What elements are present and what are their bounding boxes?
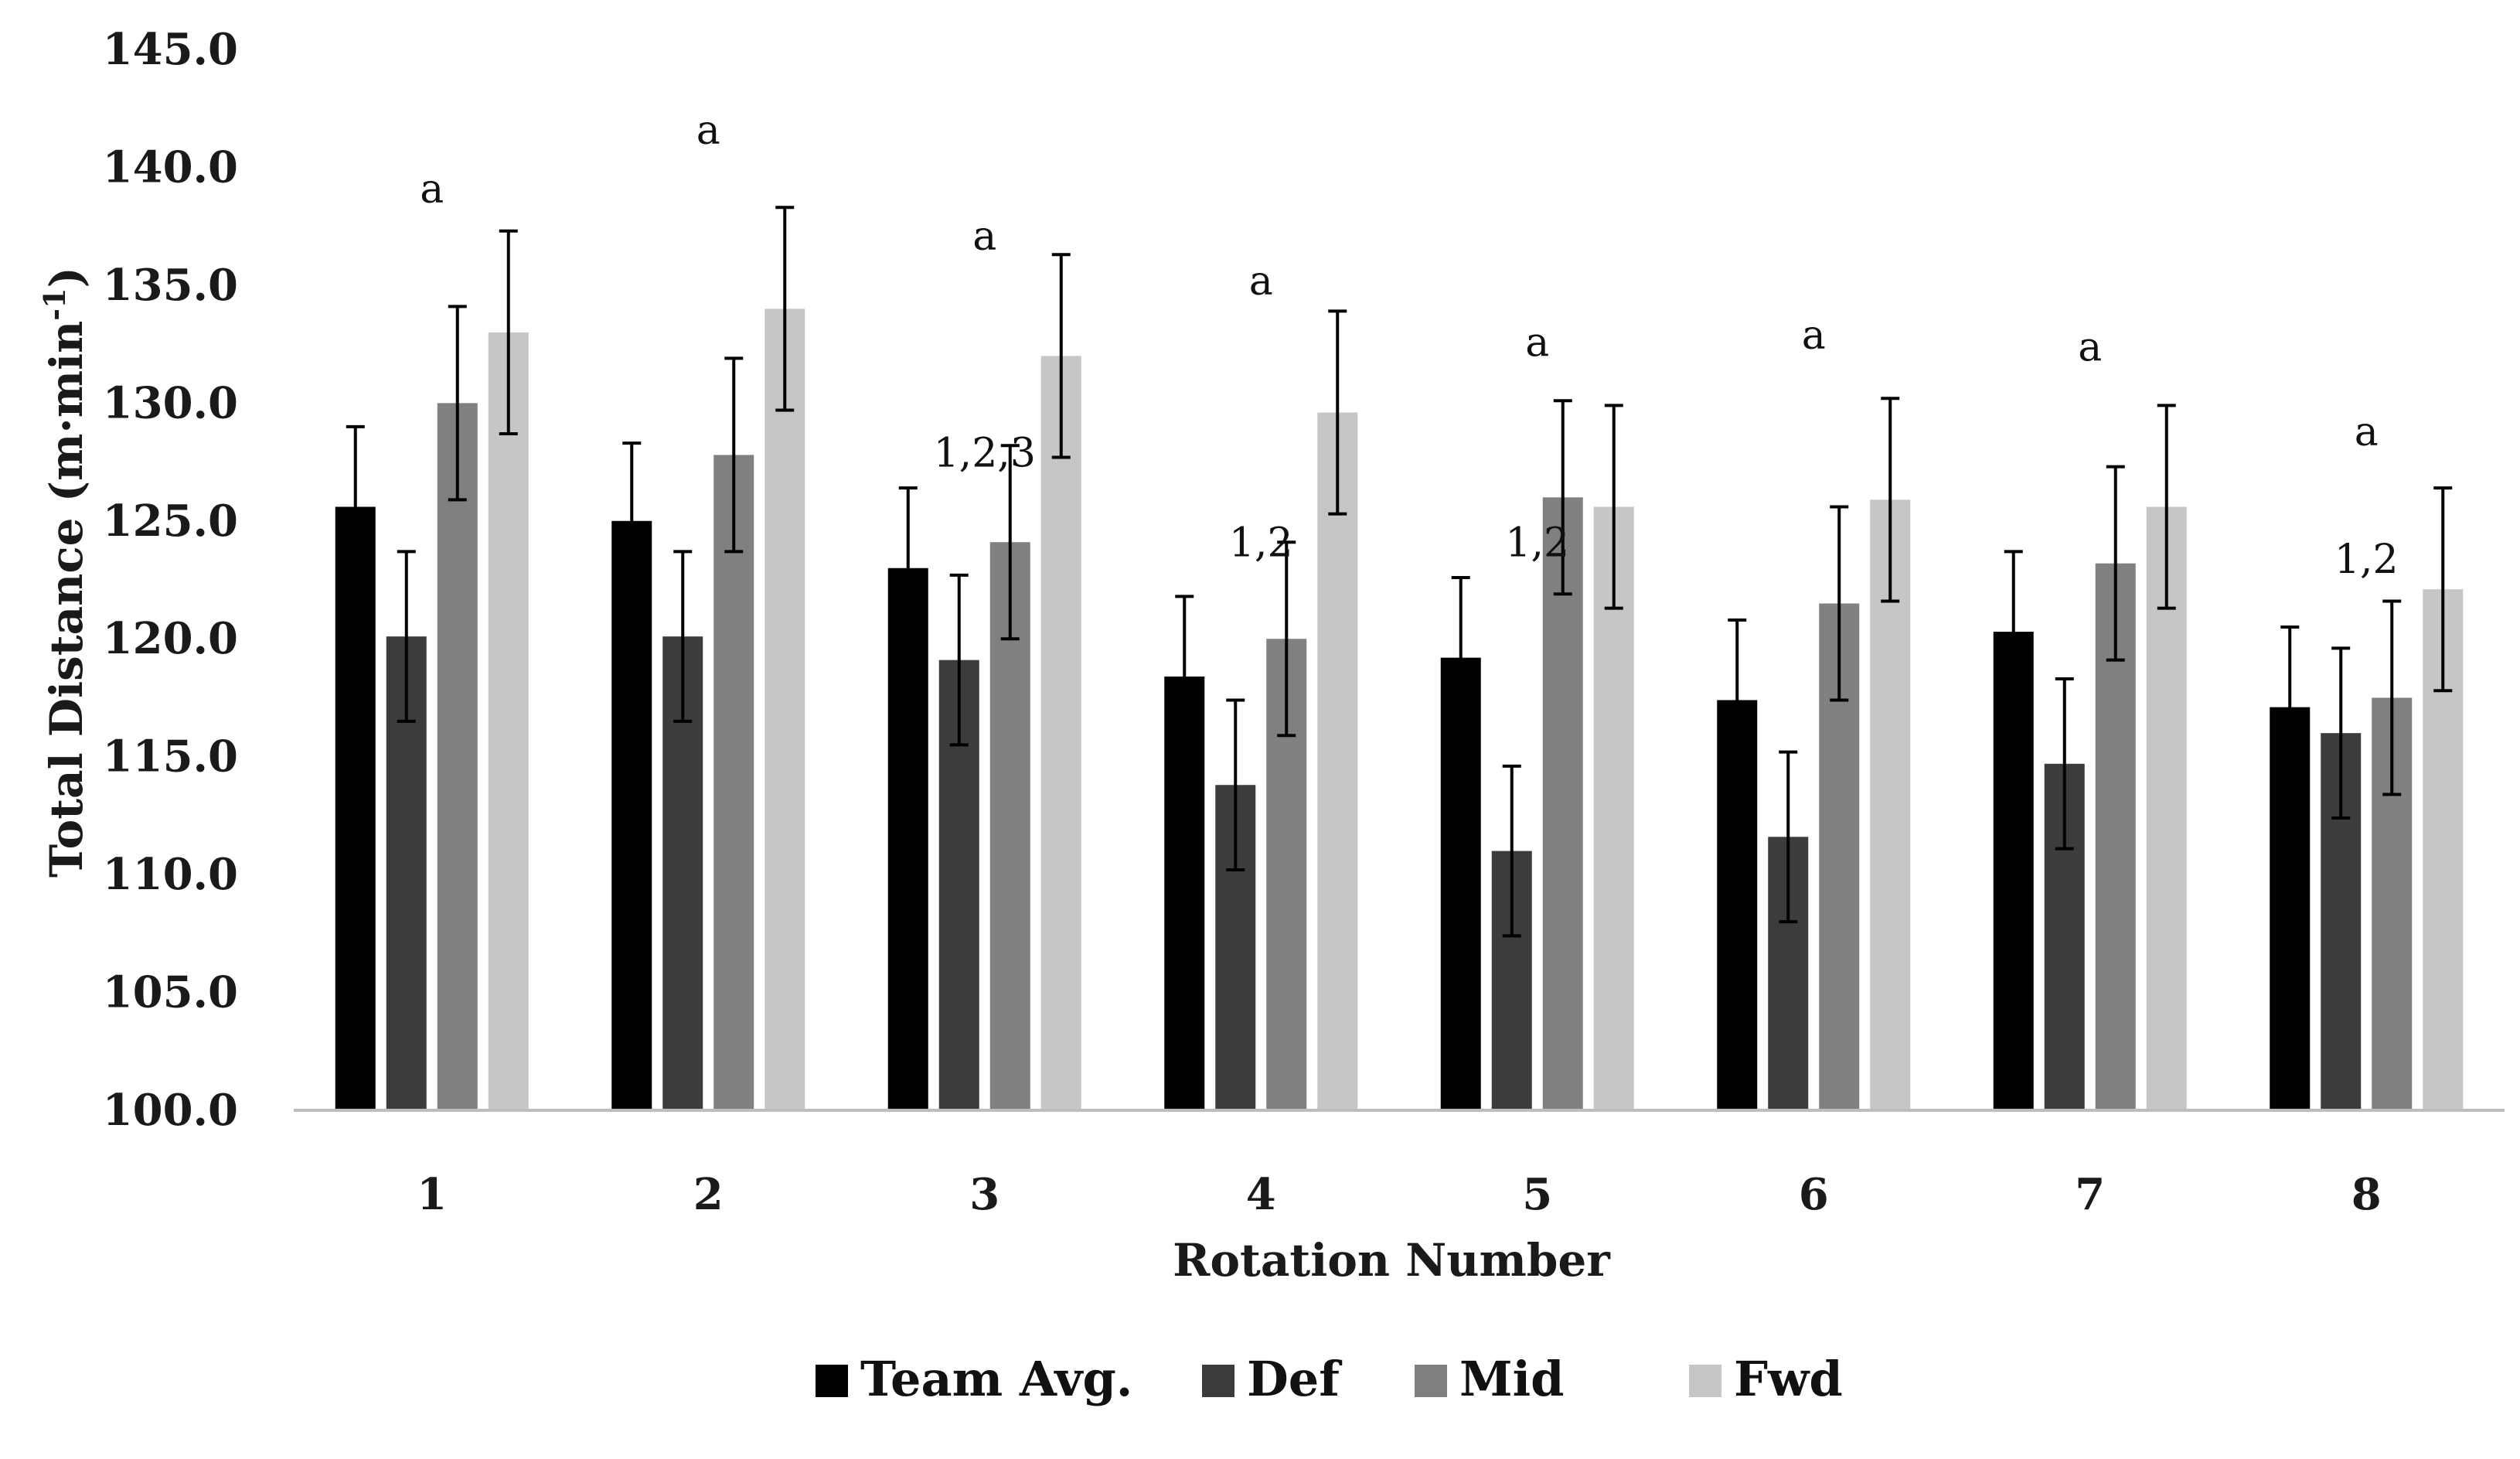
significance-annotation: a <box>1802 312 1826 359</box>
error-bar <box>1502 764 1521 938</box>
x-tick-label: 3 <box>969 1169 999 1220</box>
error-bar <box>2004 550 2023 714</box>
error-bar <box>397 550 416 723</box>
legend-label: Mid <box>1459 1351 1565 1407</box>
significance-annotation: 1,2 <box>2334 537 2399 583</box>
x-tick-label: 5 <box>1522 1169 1552 1220</box>
error-bar <box>2280 625 2300 789</box>
error-bar <box>2106 465 2125 662</box>
bar-team-avg-rotation-3 <box>887 568 928 1110</box>
legend-item: Def <box>1202 1351 1342 1407</box>
significance-annotation: a <box>420 166 444 213</box>
bar-team-avg-rotation-2 <box>611 520 652 1110</box>
error-bar <box>2382 599 2402 796</box>
error-bar <box>1830 505 1849 702</box>
legend-swatch <box>1689 1365 1721 1397</box>
bar-team-avg-rotation-1 <box>335 506 376 1110</box>
error-bar <box>949 573 969 747</box>
bar-mid-rotation-1 <box>437 403 478 1110</box>
y-tick-label: 100.0 <box>103 1085 238 1136</box>
y-axis-title-main: Total Distance (m·min <box>40 321 93 878</box>
error-bar <box>1553 399 1572 596</box>
legend-item: Mid <box>1415 1351 1565 1407</box>
error-bar <box>1881 397 1900 603</box>
significance-annotation: a <box>2078 324 2102 370</box>
significance-annotation: a <box>972 213 996 260</box>
legend-swatch <box>1202 1365 1234 1397</box>
legend: Team Avg. Def Mid Fwd <box>816 1351 1843 1407</box>
error-bar <box>1604 404 1623 610</box>
bars-layer <box>335 309 2464 1110</box>
y-axis-title-close: ) <box>40 267 93 288</box>
error-bar <box>2055 677 2074 851</box>
y-tick-label: 115.0 <box>103 731 238 782</box>
error-bar <box>1277 540 1296 738</box>
error-bar <box>673 550 693 723</box>
bar-mid-rotation-2 <box>713 455 754 1110</box>
legend-swatch <box>816 1365 848 1397</box>
error-bar <box>1728 618 1747 782</box>
error-bar <box>775 206 795 412</box>
bar-fwd-rotation-4 <box>1317 412 1358 1110</box>
bar-fwd-rotation-2 <box>765 309 805 1110</box>
error-bar <box>622 441 642 601</box>
y-tick-labels: 100.0 105.0 110.0 115.0 120.0 125.0 130.0 135.0… <box>103 24 238 1136</box>
bar-fwd-rotation-3 <box>1040 356 1081 1110</box>
error-bar <box>346 424 365 589</box>
significance-annotation: a <box>1249 258 1273 305</box>
error-bar <box>1000 444 1020 641</box>
y-axis-title-superscript: -1 <box>37 288 72 320</box>
significance-annotation: 1,2 <box>1505 520 1569 567</box>
error-bar <box>1328 309 1347 516</box>
legend-label: Team Avg. <box>860 1351 1132 1407</box>
y-tick-label: 145.0 <box>103 24 238 75</box>
y-tick-label: 110.0 <box>103 849 238 900</box>
error-bar <box>898 486 918 650</box>
legend-item: Fwd <box>1689 1351 1843 1407</box>
error-bar <box>2157 404 2176 610</box>
y-tick-label: 135.0 <box>103 260 238 311</box>
legend-swatch <box>1415 1365 1447 1397</box>
error-bar <box>499 229 518 435</box>
error-bar <box>1051 253 1071 459</box>
bar-fwd-rotation-1 <box>488 332 529 1110</box>
error-bar <box>448 305 467 502</box>
x-tick-label: 8 <box>2351 1169 2382 1220</box>
x-tick-label: 2 <box>693 1169 724 1220</box>
y-tick-label: 140.0 <box>103 141 238 193</box>
y-axis-title: Total Distance (m·min-1) <box>37 267 94 878</box>
x-tick-label: 4 <box>1246 1169 1276 1220</box>
error-bar <box>2331 646 2351 820</box>
y-tick-label: 130.0 <box>103 377 238 428</box>
x-tick-label: 7 <box>2075 1169 2105 1220</box>
error-bar <box>724 356 744 554</box>
legend-label: Fwd <box>1734 1351 1843 1407</box>
error-bar <box>1451 575 1470 740</box>
y-tick-label: 105.0 <box>103 967 238 1018</box>
significance-annotations: a a a 1,2,3 a 1,2 a 1,2 a a a 1,2 <box>420 107 2398 583</box>
error-bar <box>2433 486 2453 693</box>
legend-item: Team Avg. <box>816 1351 1132 1407</box>
x-axis-title: Rotation Number <box>1173 1234 1611 1287</box>
significance-annotation: 1,2,3 <box>934 431 1036 477</box>
significance-annotation: a <box>2355 409 2379 455</box>
error-bar <box>1226 698 1245 872</box>
legend-label: Def <box>1247 1351 1342 1407</box>
x-tick-label: 6 <box>1799 1169 1829 1220</box>
x-tick-label: 1 <box>417 1169 447 1220</box>
y-tick-label: 120.0 <box>103 613 238 664</box>
error-bar <box>1779 750 1798 924</box>
x-tick-labels: 1 2 3 4 5 6 7 8 <box>417 1169 2381 1220</box>
significance-annotation: a <box>1525 319 1549 366</box>
error-bar <box>1175 595 1194 758</box>
y-tick-label: 125.0 <box>103 496 238 547</box>
significance-annotation: 1,2 <box>1229 520 1293 567</box>
significance-annotation: a <box>696 107 720 154</box>
error-bars-layer <box>346 206 2453 938</box>
bar-mid-rotation-5 <box>1542 497 1583 1110</box>
